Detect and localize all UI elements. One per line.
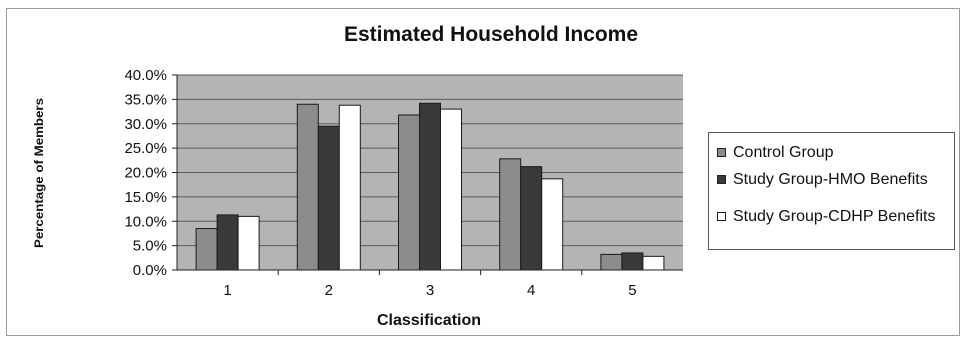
bar-series-2-cat-1 (216, 214, 239, 271)
bar-series-1-cat-5 (600, 253, 623, 271)
bar-series-2-cat-4 (520, 166, 543, 271)
x-tick-labels: 1 2 3 4 5 (223, 270, 637, 299)
bar-series-1-cat-3 (398, 114, 420, 271)
bar-series-3-cat-1 (237, 215, 260, 271)
y-tick-label: 5.0% (133, 238, 167, 255)
y-tick-label: 15.0% (124, 189, 167, 206)
y-tick-label: 35.0% (124, 91, 167, 108)
bar-series-1-cat-2 (296, 103, 319, 271)
y-tick-label: 40.0% (124, 67, 167, 84)
y-tick-label: 30.0% (124, 116, 167, 133)
x-tick-label: 1 (223, 282, 231, 299)
legend-label: Study Group-CDHP Benefits (733, 208, 936, 225)
y-axis-label: Percentage of Members (32, 98, 46, 248)
bar-series-3-cat-3 (440, 108, 462, 271)
y-tick-labels: 0.0% 5.0% 10.0% 15.0% 20.0% 25.0% 30.0% 35.0% 40… (124, 67, 177, 279)
legend-label: Study Group-HMO Benefits (733, 171, 928, 188)
legend-swatch-cdhp (717, 212, 726, 221)
y-tick-label: 10.0% (124, 213, 167, 230)
bar-series-3-cat-2 (338, 104, 361, 271)
bar-series-1-cat-4 (499, 158, 522, 271)
x-axis-label: Classification (377, 312, 481, 329)
legend-swatch-hmo (717, 175, 726, 184)
y-tick-label: 25.0% (124, 140, 167, 157)
bar-series-2-cat-2 (317, 125, 340, 271)
bar-series-2-cat-3 (419, 102, 441, 271)
legend-swatch-control (717, 148, 726, 157)
x-tick-label: 2 (325, 282, 333, 299)
bar-series-3-cat-5 (642, 255, 665, 271)
bars (195, 102, 665, 271)
y-tick-label: 0.0% (133, 262, 167, 279)
chart-frame: Estimated Household Income 0.0% 5.0% 10.0%… (6, 8, 960, 336)
bar-series-1-cat-1 (195, 228, 218, 271)
y-tick-label: 20.0% (124, 165, 167, 182)
x-tick-label: 4 (527, 282, 535, 299)
bar-series-2-cat-5 (621, 252, 644, 271)
legend-label: Control Group (733, 144, 834, 161)
bar-series-3-cat-4 (541, 178, 564, 271)
chart-svg: Estimated Household Income 0.0%5.0%10.0%… (32, 23, 683, 329)
chart-title: Estimated Household Income (344, 23, 638, 46)
legend: Control Group Study Group-HMO Benefits S… (708, 132, 955, 250)
x-tick-label: 3 (426, 282, 434, 299)
x-tick-label: 5 (628, 282, 636, 299)
